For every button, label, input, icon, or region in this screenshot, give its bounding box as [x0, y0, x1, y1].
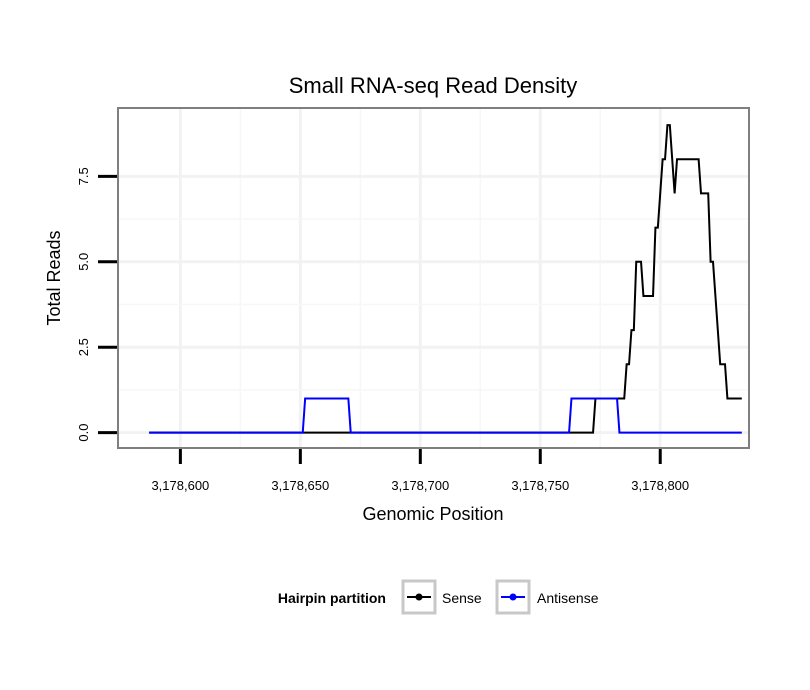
legend: Hairpin partition Sense Antisense — [278, 579, 599, 615]
chart-title: Small RNA-seq Read Density — [289, 73, 578, 98]
plot-frame — [117, 107, 750, 449]
legend-key-sense-point — [415, 593, 423, 601]
y-tick-label: 5.0 — [76, 253, 91, 271]
x-axis-title: Genomic Position — [362, 504, 503, 524]
y-axis-title: Total Reads — [44, 230, 64, 325]
x-tick-label: 3,178,700 — [391, 478, 449, 493]
x-tick-label: 3,178,750 — [511, 478, 569, 493]
x-tick-label: 3,178,650 — [271, 478, 329, 493]
series-line-antisense — [149, 397, 742, 434]
legend-title: Hairpin partition — [278, 590, 386, 606]
legend-label-antisense: Antisense — [537, 590, 599, 606]
axes: 3,178,600 3,178,650 3,178,700 3,178,750 3,17… — [76, 167, 689, 493]
y-tick-label: 2.5 — [76, 338, 91, 356]
x-tick-label: 3,178,800 — [631, 478, 689, 493]
legend-key-antisense-point — [509, 593, 517, 601]
legend-label-sense: Sense — [442, 590, 482, 606]
x-tick-label: 3,178,600 — [151, 478, 209, 493]
y-tick-label: 7.5 — [76, 167, 91, 185]
series-line-sense — [149, 124, 742, 434]
series-lines — [149, 124, 742, 434]
y-tick-label: 0.0 — [76, 424, 91, 442]
